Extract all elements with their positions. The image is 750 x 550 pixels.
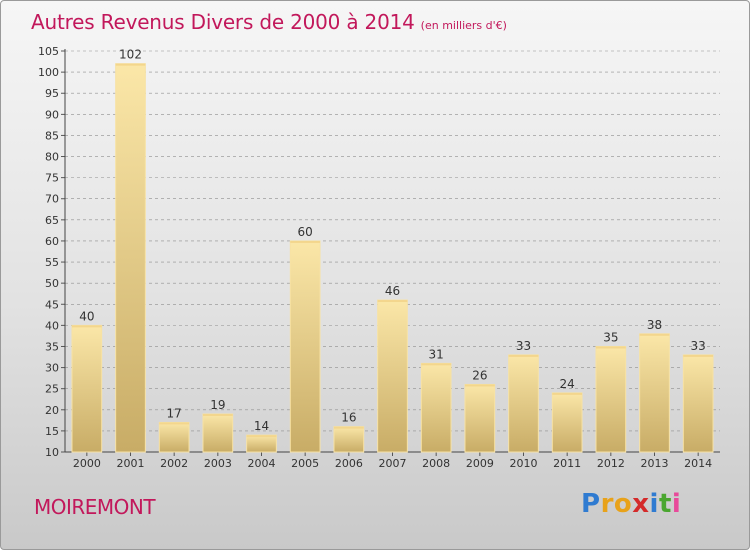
bar-2006	[333, 426, 365, 453]
brand-letter: o	[613, 489, 633, 519]
y-tick-label: 35	[45, 340, 59, 353]
brand-letter: x	[632, 489, 650, 519]
x-tick-label-2004: 2004	[248, 457, 276, 470]
value-label-2005: 60	[298, 225, 313, 239]
x-tick-label-2008: 2008	[422, 457, 450, 470]
brand-letter: i	[671, 489, 682, 519]
x-tick-label-2014: 2014	[684, 457, 712, 470]
y-tick-label: 30	[45, 362, 59, 375]
y-tick-label: 40	[45, 319, 59, 332]
y-tick-label: 70	[45, 193, 59, 206]
bar-2002	[158, 421, 190, 453]
value-label-2003: 19	[210, 398, 225, 412]
value-labels: 40 102 17 19 14 60 16 46 31 26 33 24 35 38 33	[79, 48, 706, 433]
x-tick-label-2010: 2010	[510, 457, 538, 470]
bar-highlight	[421, 363, 452, 366]
x-tick-label-2005: 2005	[291, 457, 319, 470]
bar-2005	[289, 240, 321, 453]
value-label-2008: 31	[429, 347, 444, 361]
bar-highlight	[115, 63, 146, 66]
value-label-2014: 33	[691, 339, 706, 353]
bars	[71, 63, 714, 453]
value-label-2013: 38	[647, 318, 662, 332]
bar-highlight	[639, 333, 670, 336]
value-label-2007: 46	[385, 284, 400, 298]
bar-2013	[639, 333, 670, 453]
value-label-2004: 14	[254, 419, 269, 433]
x-tick-label-2001: 2001	[117, 457, 145, 470]
bar-highlight	[246, 435, 277, 438]
value-label-2009: 26	[472, 368, 487, 382]
x-tick-label-2013: 2013	[641, 457, 669, 470]
bar-2012	[595, 345, 627, 453]
brand-letter: t	[658, 489, 672, 519]
x-tick-label-2000: 2000	[73, 457, 101, 470]
bar-2010	[508, 354, 539, 453]
value-label-2001: 102	[119, 48, 142, 62]
y-tick-label: 10	[45, 446, 59, 459]
bar-highlight	[71, 325, 102, 328]
y-tick-label: 85	[45, 129, 59, 142]
bar-highlight	[333, 426, 364, 429]
bar-highlight	[159, 422, 190, 425]
bar-2011	[551, 392, 583, 453]
tick-labels: 10 15 20 25 30 35 40 45 50 55 60 65 70 75 80 85 90 95 100 1…	[38, 45, 712, 470]
value-label-2006: 16	[341, 411, 356, 425]
bar-2007	[377, 299, 408, 453]
x-tick-label-2011: 2011	[553, 457, 581, 470]
y-tick-label: 60	[45, 235, 59, 248]
chart-subtitle: (en milliers d'€)	[420, 19, 507, 32]
x-tick-label-2003: 2003	[204, 457, 232, 470]
commune-name: MOIREMONT	[34, 495, 156, 519]
y-tick-label: 90	[45, 108, 59, 121]
bar-highlight	[552, 392, 583, 395]
bar-highlight	[464, 384, 495, 387]
y-tick-label: 100	[38, 66, 59, 79]
y-tick-label: 65	[45, 214, 59, 227]
y-tick-label: 45	[45, 298, 59, 311]
x-tick-label-2009: 2009	[466, 457, 494, 470]
bar-2008	[420, 362, 452, 453]
bar-2009	[464, 383, 496, 453]
bar-highlight	[377, 300, 408, 303]
bar-highlight	[202, 414, 233, 417]
brand-letter: P	[581, 489, 601, 519]
value-label-2010: 33	[516, 339, 531, 353]
y-tick-label: 25	[45, 383, 59, 396]
bar-highlight	[683, 354, 714, 357]
value-label-2012: 35	[603, 330, 618, 344]
y-tick-label: 50	[45, 277, 59, 290]
bar-2003	[202, 413, 234, 453]
chart-title: Autres Revenus Divers de 2000 à 2014	[31, 10, 415, 34]
y-tick-label: 55	[45, 256, 59, 269]
brand-letter: r	[600, 489, 614, 519]
x-tick-label-2007: 2007	[379, 457, 407, 470]
bar-highlight	[508, 354, 539, 357]
bar-highlight	[595, 346, 626, 349]
y-tick-label: 95	[45, 87, 59, 100]
bar-2000	[71, 324, 103, 453]
bar-2001	[115, 63, 146, 453]
y-tick-label: 20	[45, 404, 59, 417]
x-tick-label-2002: 2002	[160, 457, 188, 470]
y-tick-label: 80	[45, 151, 59, 164]
value-label-2011: 24	[560, 377, 575, 391]
bar-2014	[682, 354, 714, 453]
bar-2004	[246, 434, 277, 453]
proxiti-logo: Proxiti	[581, 489, 681, 519]
x-tick-label-2006: 2006	[335, 457, 363, 470]
y-tick-label: 75	[45, 172, 59, 185]
y-tick-label: 105	[38, 45, 59, 58]
y-tick-label: 15	[45, 425, 59, 438]
value-label-2002: 17	[167, 406, 182, 420]
value-label-2000: 40	[79, 309, 94, 323]
brand-letter: i	[649, 489, 659, 519]
chart-title-block: Autres Revenus Divers de 2000 à 2014 (en …	[31, 10, 507, 34]
x-tick-label-2012: 2012	[597, 457, 625, 470]
bar-highlight	[290, 240, 321, 243]
